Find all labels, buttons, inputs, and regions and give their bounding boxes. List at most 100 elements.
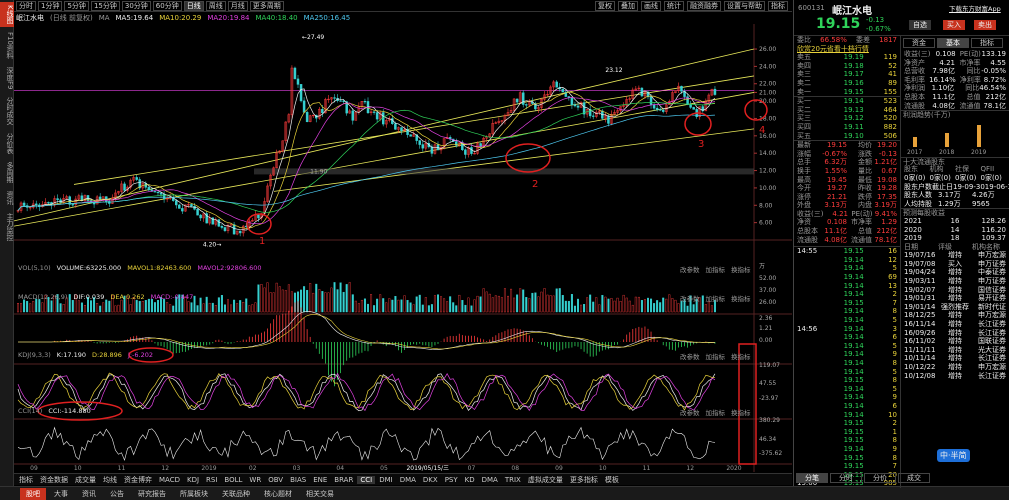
ma-label[interactable]: MA <box>98 14 110 22</box>
indicator-tab[interactable]: 指标 <box>19 475 33 484</box>
toolbar-button[interactable]: 融资融券 <box>687 1 721 11</box>
period-button[interactable]: 1分钟 <box>38 0 63 11</box>
price-axis-label: 12.00 <box>759 168 776 175</box>
indicator-tab[interactable]: DMI <box>379 475 393 484</box>
footer-tab[interactable]: 关联品种 <box>222 489 250 498</box>
period-button[interactable]: 更多周期 <box>249 0 284 11</box>
footer-tab[interactable]: 所属板块 <box>180 489 208 498</box>
indicator-tab[interactable]: KD <box>464 475 475 484</box>
ime-badge[interactable]: 中·半简 <box>937 449 970 462</box>
info-tab[interactable]: 基本 <box>937 38 969 48</box>
indicator-tab[interactable]: MACD <box>159 475 180 484</box>
chart-mode[interactable]: (日线 前复权) <box>50 14 93 22</box>
toolbar-button[interactable]: 指标 <box>768 1 788 11</box>
sidebar-item[interactable]: 多周期 <box>6 162 14 184</box>
bid-row-cell: 19.12 <box>843 114 864 123</box>
indicator-tab[interactable]: 更多指标 <box>569 475 598 484</box>
indicator-tab[interactable]: BIAS <box>290 475 307 484</box>
period-button[interactable]: 60分钟 <box>152 0 182 11</box>
sidebar-item[interactable]: 主力监控 <box>6 213 14 242</box>
indicator-tab[interactable]: 资金博弈 <box>124 475 152 484</box>
indicator-tab[interactable]: BOLL <box>224 475 243 484</box>
panel-tool-button[interactable]: 改参数 <box>680 409 700 417</box>
volume-bar <box>163 299 166 313</box>
trade-tab[interactable]: 分价 <box>864 473 896 483</box>
toolbar-button[interactable]: 复权 <box>595 1 615 11</box>
trade-tab[interactable]: 分笔 <box>796 473 828 483</box>
sidebar-item[interactable]: 深度F9 <box>6 66 14 90</box>
info-tab[interactable]: 资金 <box>903 38 935 48</box>
buy-button[interactable]: 买入 <box>943 20 965 30</box>
volume-bar <box>196 305 199 313</box>
tick-row: 19.14 9 <box>794 445 900 454</box>
indicator-tab[interactable]: 虚拟成交量 <box>527 475 563 484</box>
chart-area[interactable]: 26.0024.0022.0021.0020.0018.0016.0014.00… <box>14 24 792 472</box>
rating-row: 16/11/14 增持 长江证券 <box>901 320 1009 329</box>
rating-row-cell: 申万宏源 <box>978 363 1006 371</box>
panel-tool-button[interactable]: 改参数 <box>680 353 700 361</box>
footer-tab[interactable]: 大事 <box>54 489 68 498</box>
volume-bar <box>421 304 424 313</box>
sidebar-item[interactable]: 资讯 <box>6 191 14 206</box>
panel-tool-button[interactable]: 加指标 <box>705 266 726 274</box>
panel-tool-button[interactable]: 换指标 <box>731 295 751 303</box>
info-tab[interactable]: 指标 <box>971 38 1003 48</box>
bid-row-cell: 19.11 <box>843 122 864 131</box>
footer-tab[interactable]: 公告 <box>110 489 124 498</box>
indicator-tab[interactable]: RSI <box>206 475 218 484</box>
indicator-tab[interactable]: ENE <box>313 475 328 484</box>
rating-row-cell: 18/12/25 <box>904 311 936 320</box>
candle-body <box>500 120 504 122</box>
period-button[interactable]: 分时 <box>16 0 36 11</box>
sidebar-item[interactable]: 分时成交 <box>6 97 14 126</box>
indicator-tab[interactable]: TRIX <box>504 475 521 484</box>
panel-tool-button[interactable]: 换指标 <box>731 353 751 361</box>
promo-link[interactable]: 欣赏20元省看十档行情 <box>797 44 869 53</box>
toolbar-button[interactable]: 统计 <box>664 1 684 11</box>
panel-tool-button[interactable]: 换指标 <box>731 409 751 417</box>
panel-tool-button[interactable]: 换指标 <box>731 266 751 274</box>
period-button[interactable]: 日线 <box>183 0 204 11</box>
sidebar-item[interactable]: K线图 <box>0 2 14 27</box>
indicator-tab[interactable]: OBV <box>268 475 284 484</box>
period-button[interactable]: 5分钟 <box>64 0 89 11</box>
indicator-tab[interactable]: 均线 <box>103 475 117 484</box>
sell-button[interactable]: 卖出 <box>974 20 996 30</box>
indicator-tab[interactable]: KDJ <box>186 475 200 484</box>
add-watchlist-button[interactable]: 自选 <box>909 20 931 30</box>
trade-tab[interactable]: 分时 <box>830 473 862 483</box>
toolbar-button[interactable]: 叠加 <box>618 1 638 11</box>
volume-bar <box>534 292 537 313</box>
sidebar-item[interactable]: 分价表 <box>6 133 14 155</box>
footer-tab[interactable]: 研究报告 <box>138 489 166 498</box>
footer-tab[interactable]: 资讯 <box>82 489 96 498</box>
panel-tool-button[interactable]: 加指标 <box>705 353 726 361</box>
indicator-tab[interactable]: WR <box>249 475 262 484</box>
panel-tool-button[interactable]: 加指标 <box>705 409 726 417</box>
indicator-tab[interactable]: CCI <box>357 475 376 484</box>
indicator-tab[interactable]: DMA <box>481 475 498 484</box>
panel-tool-button[interactable]: 改参数 <box>680 295 700 303</box>
indicator-tab[interactable]: PSY <box>444 475 458 484</box>
period-button[interactable]: 15分钟 <box>90 0 120 11</box>
fin-row-cell: 1.10亿 <box>931 84 955 93</box>
indicator-tab[interactable]: 成交量 <box>75 475 96 484</box>
footer-tab[interactable]: 核心题材 <box>264 489 292 498</box>
indicator-tab[interactable]: 模板 <box>604 475 619 484</box>
indicator-tab[interactable]: BRAR <box>334 475 354 484</box>
indicator-tab[interactable]: DMA <box>399 475 416 484</box>
footer-tab[interactable]: 股吧 <box>20 487 46 500</box>
toolbar-button[interactable]: 画线 <box>641 1 661 11</box>
panel-tool-button[interactable]: 改参数 <box>680 266 700 274</box>
period-button[interactable]: 30分钟 <box>121 0 151 11</box>
period-button[interactable]: 月线 <box>227 0 248 11</box>
footer-tab[interactable]: 相关交易 <box>306 489 334 498</box>
indicator-tab[interactable]: DKX <box>422 475 438 484</box>
sidebar-item[interactable]: F10资料 <box>6 31 14 59</box>
toolbar-button[interactable]: 设置与帮助 <box>724 1 765 11</box>
app-link[interactable]: 下载东方财富App <box>949 5 1001 13</box>
indicator-tab[interactable]: 资金数据 <box>40 475 68 484</box>
period-button[interactable]: 周线 <box>205 0 226 11</box>
trade-tab[interactable]: 成交 <box>898 473 930 483</box>
panel-tool-button[interactable]: 加指标 <box>705 295 726 303</box>
